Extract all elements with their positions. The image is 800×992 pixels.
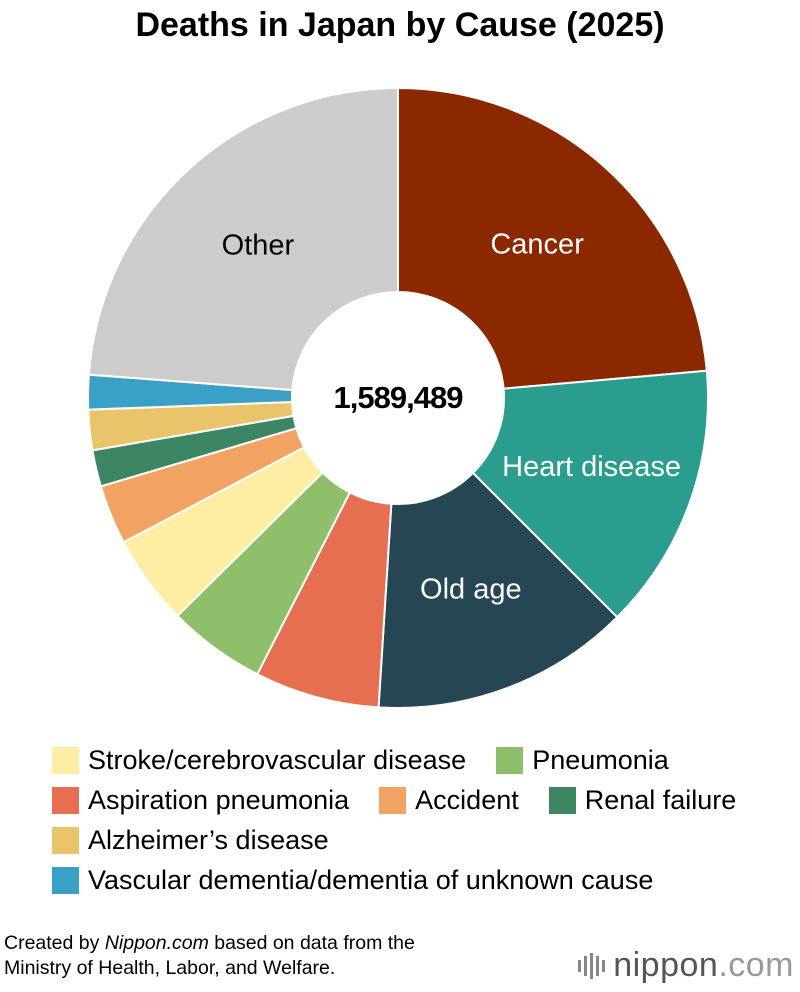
source-note: Created by Nippon.com based on data from… [4, 931, 415, 981]
legend-entry: Renal failure [548, 784, 737, 816]
donut-slice [471, 369, 709, 619]
slice-label: Heart disease [502, 451, 681, 483]
legend-swatch [52, 786, 79, 814]
logo: nippon .com [577, 946, 794, 985]
logo-text: nippon [613, 946, 719, 984]
donut-slice [397, 86, 708, 390]
source-text: based on data from the [208, 932, 415, 954]
legend-swatch [548, 786, 576, 814]
legend-swatch [52, 826, 79, 854]
legend-label: Stroke/cerebrovascular disease [88, 744, 467, 775]
legend-label: Renal failure [584, 784, 737, 815]
slice-label: Old age [420, 573, 522, 605]
legend-label: Alzheimer’s disease [88, 824, 329, 855]
source-text: Ministry of Health, Labor, and Welfare. [4, 957, 336, 979]
legend-label: Vascular dementia/dementia of unknown ca… [88, 864, 654, 895]
chart-title: Deaths in Japan by Cause (2025) [135, 6, 665, 44]
legend-label: Accident [415, 784, 519, 815]
legend-entry: Aspiration pneumonia [52, 784, 349, 816]
donut-slice [377, 471, 619, 709]
chart: Cancer Heart disease Old age Other 1,589,489 [87, 86, 709, 709]
logo-icon [578, 952, 606, 979]
legend-entry: Accident [379, 784, 519, 816]
legend-label: Pneumonia [532, 744, 669, 775]
legend-label: Aspiration pneumonia [88, 784, 350, 815]
legend: Stroke/cerebrovascular disease Pneumonia A… [52, 744, 764, 896]
legend-swatch [52, 746, 79, 774]
legend-entry: Pneumonia [496, 744, 669, 776]
legend-swatch [379, 786, 407, 814]
center-total: 1,589,489 [334, 380, 464, 415]
legend-entry: Vascular dementia/dementia of unknown ca… [52, 864, 653, 896]
legend-swatch [52, 866, 79, 894]
legend-entry: Stroke/cerebrovascular disease [52, 744, 466, 776]
source-text: Created by [4, 932, 105, 954]
legend-entry: Alzheimer’s disease [52, 824, 329, 856]
slice-label: Other [222, 230, 295, 262]
donut-slice [87, 86, 399, 392]
logo-text: .com [718, 946, 794, 984]
source-text: Nippon.com [104, 932, 209, 954]
slice-label: Cancer [490, 229, 584, 261]
legend-swatch [496, 746, 524, 774]
